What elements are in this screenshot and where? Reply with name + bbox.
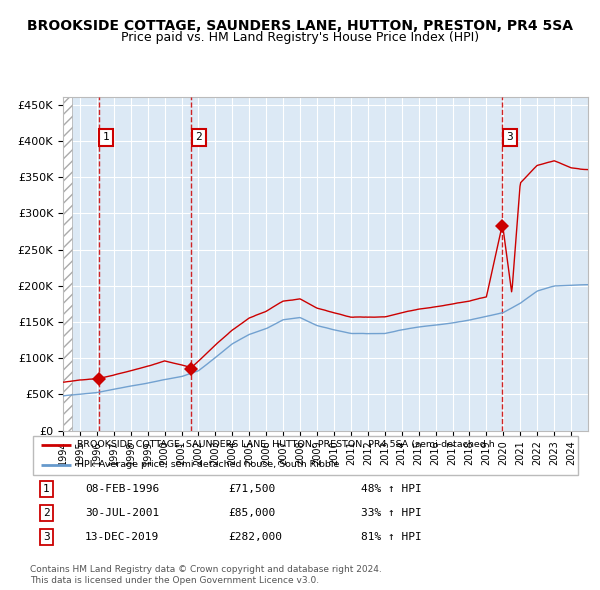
Text: Price paid vs. HM Land Registry's House Price Index (HPI): Price paid vs. HM Land Registry's House … xyxy=(121,31,479,44)
Text: 3: 3 xyxy=(43,532,50,542)
Text: 08-FEB-1996: 08-FEB-1996 xyxy=(85,484,160,494)
Text: 1: 1 xyxy=(43,484,50,494)
Text: 2: 2 xyxy=(43,508,50,518)
Text: 1: 1 xyxy=(103,132,110,142)
Text: 3: 3 xyxy=(507,132,514,142)
Text: 33% ↑ HPI: 33% ↑ HPI xyxy=(361,508,422,518)
Text: £85,000: £85,000 xyxy=(229,508,276,518)
Text: 81% ↑ HPI: 81% ↑ HPI xyxy=(361,532,422,542)
Text: £71,500: £71,500 xyxy=(229,484,276,494)
Text: 30-JUL-2001: 30-JUL-2001 xyxy=(85,508,160,518)
Text: BROOKSIDE COTTAGE, SAUNDERS LANE, HUTTON, PRESTON, PR4 5SA (semi-detached h: BROOKSIDE COTTAGE, SAUNDERS LANE, HUTTON… xyxy=(77,440,494,450)
Text: £282,000: £282,000 xyxy=(229,532,283,542)
Text: 2: 2 xyxy=(196,132,202,142)
Text: BROOKSIDE COTTAGE, SAUNDERS LANE, HUTTON, PRESTON, PR4 5SA: BROOKSIDE COTTAGE, SAUNDERS LANE, HUTTON… xyxy=(27,19,573,33)
Text: Contains HM Land Registry data © Crown copyright and database right 2024.
This d: Contains HM Land Registry data © Crown c… xyxy=(30,565,382,585)
Bar xyxy=(63,97,73,431)
Text: 13-DEC-2019: 13-DEC-2019 xyxy=(85,532,160,542)
Text: HPI: Average price, semi-detached house, South Ribble: HPI: Average price, semi-detached house,… xyxy=(77,460,339,469)
Text: 48% ↑ HPI: 48% ↑ HPI xyxy=(361,484,422,494)
